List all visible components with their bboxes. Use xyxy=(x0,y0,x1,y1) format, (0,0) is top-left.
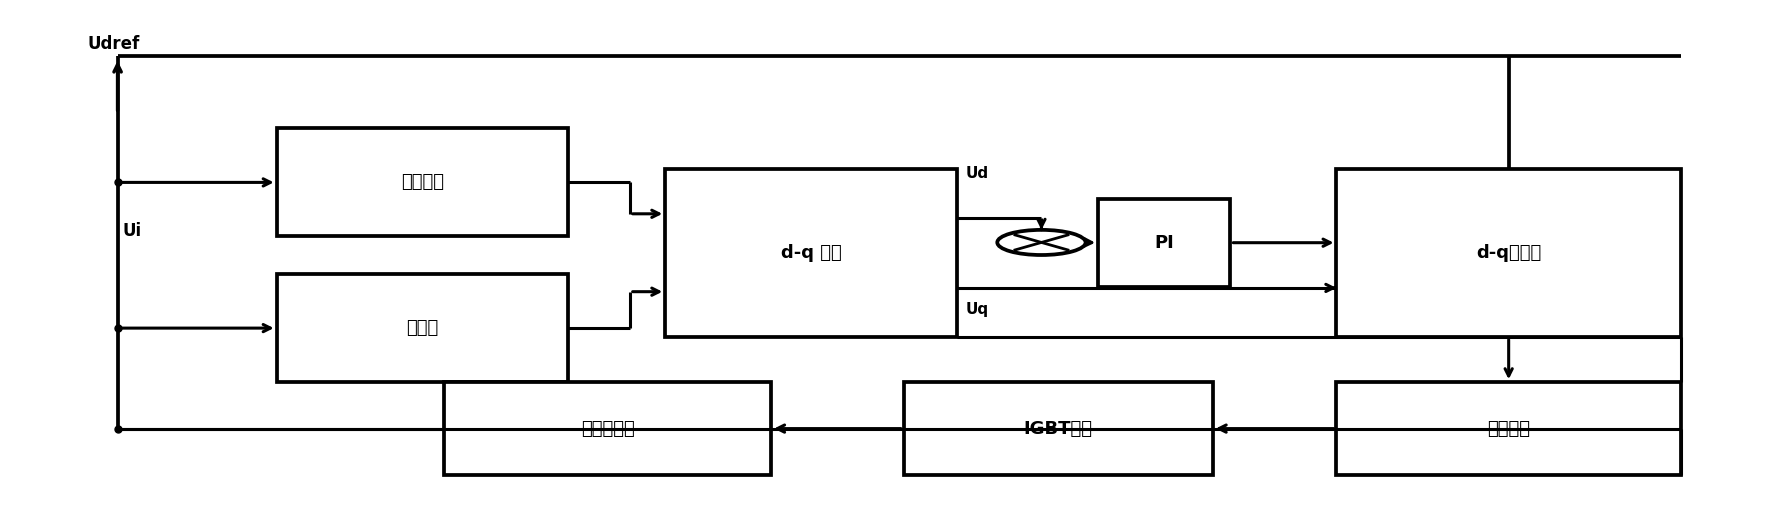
Bar xyxy=(1336,169,1682,337)
Bar xyxy=(664,169,957,337)
Text: 触发脉冲: 触发脉冲 xyxy=(1487,420,1531,437)
Text: 锁相环: 锁相环 xyxy=(406,319,438,337)
Bar xyxy=(276,274,569,382)
Text: d-q 变换: d-q 变换 xyxy=(780,244,842,262)
Text: Ud: Ud xyxy=(966,166,989,181)
Text: 功率调节器: 功率调节器 xyxy=(581,420,634,437)
Bar xyxy=(1336,382,1682,475)
Bar xyxy=(1099,199,1230,287)
Text: PI: PI xyxy=(1154,234,1175,251)
Circle shape xyxy=(998,230,1086,255)
Text: 幅值计算: 幅值计算 xyxy=(400,173,443,192)
Text: Ui: Ui xyxy=(122,223,142,240)
Bar xyxy=(904,382,1212,475)
Bar xyxy=(276,129,569,236)
Text: Uq: Uq xyxy=(966,302,989,317)
Text: IGBT接口: IGBT接口 xyxy=(1024,420,1093,437)
Text: Udref: Udref xyxy=(87,35,140,53)
Text: d-q反变换: d-q反变换 xyxy=(1476,244,1542,262)
Bar xyxy=(445,382,771,475)
